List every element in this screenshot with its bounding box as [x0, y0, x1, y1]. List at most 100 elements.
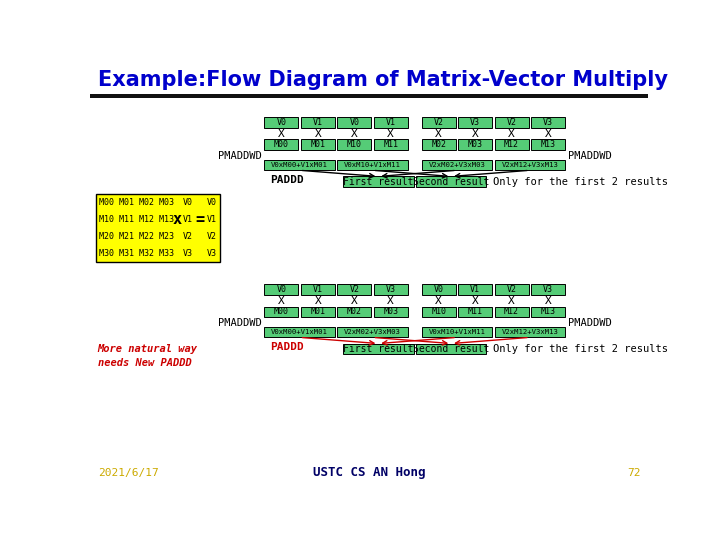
Bar: [422, 307, 456, 318]
Text: X: X: [472, 129, 479, 139]
Text: V0: V0: [433, 285, 444, 294]
Bar: [337, 284, 372, 295]
Text: V0: V0: [349, 118, 359, 127]
Text: V3: V3: [386, 285, 396, 294]
Bar: [264, 159, 335, 170]
Bar: [90, 94, 648, 98]
Bar: [264, 117, 299, 128]
Text: V1: V1: [470, 285, 480, 294]
Text: X: X: [436, 129, 442, 139]
Text: M13: M13: [541, 140, 556, 150]
Text: V0: V0: [207, 198, 217, 207]
Text: M20 M21 M22 M23: M20 M21 M22 M23: [99, 232, 174, 241]
Bar: [337, 117, 372, 128]
Text: X: X: [387, 129, 394, 139]
Text: X: X: [278, 129, 285, 139]
Text: X: X: [436, 296, 442, 306]
Text: PADDD: PADDD: [271, 176, 305, 185]
Text: V3: V3: [207, 249, 217, 258]
Text: USTC CS AN Hong: USTC CS AN Hong: [312, 467, 426, 480]
Bar: [531, 139, 565, 150]
Bar: [264, 327, 335, 338]
Text: V1: V1: [313, 285, 323, 294]
Text: 2021/6/17: 2021/6/17: [98, 468, 158, 478]
Bar: [301, 139, 335, 150]
Text: X: X: [508, 296, 515, 306]
Bar: [374, 117, 408, 128]
Bar: [422, 139, 456, 150]
Bar: [264, 307, 299, 318]
Text: M11: M11: [468, 307, 482, 316]
Text: More natural way
needs New PADDD: More natural way needs New PADDD: [98, 343, 198, 368]
Text: X: X: [315, 129, 321, 139]
Bar: [374, 284, 408, 295]
Text: Example:Flow Diagram of Matrix-Vector Multiply: Example:Flow Diagram of Matrix-Vector Mu…: [98, 70, 667, 90]
Text: V3: V3: [543, 118, 553, 127]
Bar: [458, 139, 492, 150]
Bar: [343, 343, 413, 354]
Text: X: X: [351, 129, 358, 139]
Text: V2xM12+V3xM13: V2xM12+V3xM13: [501, 329, 558, 335]
Text: M12: M12: [504, 307, 519, 316]
Text: V2xM02+V3xM03: V2xM02+V3xM03: [344, 329, 401, 335]
Bar: [301, 284, 335, 295]
Bar: [337, 139, 372, 150]
Bar: [531, 307, 565, 318]
Bar: [343, 177, 413, 187]
Text: V1: V1: [207, 215, 217, 224]
Text: V1: V1: [313, 118, 323, 127]
Text: X: X: [315, 296, 321, 306]
Text: X: X: [544, 129, 552, 139]
Text: X: X: [544, 296, 552, 306]
Bar: [495, 327, 565, 338]
Text: M11: M11: [383, 140, 398, 150]
Text: First result: First result: [343, 177, 413, 187]
Text: PMADDWD: PMADDWD: [568, 151, 612, 161]
Text: X: X: [387, 296, 394, 306]
Bar: [416, 177, 487, 187]
Text: V0xM10+V1xM11: V0xM10+V1xM11: [344, 162, 401, 168]
Text: M01: M01: [310, 307, 325, 316]
Text: M00 M01 M02 M03: M00 M01 M02 M03: [99, 198, 174, 207]
Text: V0: V0: [276, 118, 287, 127]
Text: PMADDWD: PMADDWD: [568, 318, 612, 328]
Text: X: X: [472, 296, 479, 306]
Text: M02: M02: [431, 140, 446, 150]
Text: V2: V2: [507, 118, 517, 127]
Text: =: =: [196, 212, 204, 227]
Bar: [422, 284, 456, 295]
Text: PMADDWD: PMADDWD: [217, 318, 261, 328]
Text: V0xM00+V1xM01: V0xM00+V1xM01: [271, 162, 328, 168]
Bar: [374, 139, 408, 150]
Text: 72: 72: [626, 468, 640, 478]
Bar: [422, 159, 492, 170]
Text: First result: First result: [343, 344, 413, 354]
Bar: [495, 284, 528, 295]
Bar: [264, 284, 299, 295]
Text: V3: V3: [470, 118, 480, 127]
Bar: [337, 327, 408, 338]
Bar: [495, 159, 565, 170]
Text: M03: M03: [383, 307, 398, 316]
Bar: [531, 117, 565, 128]
Bar: [422, 117, 456, 128]
Text: M02: M02: [347, 307, 361, 316]
Bar: [416, 343, 487, 354]
Bar: [531, 284, 565, 295]
Bar: [96, 194, 220, 262]
Text: M10: M10: [347, 140, 361, 150]
Bar: [301, 117, 335, 128]
Bar: [337, 159, 408, 170]
Text: V1: V1: [386, 118, 396, 127]
Bar: [458, 307, 492, 318]
Text: M12: M12: [504, 140, 519, 150]
Text: X: X: [278, 296, 285, 306]
Text: PADDD: PADDD: [271, 342, 305, 353]
Bar: [301, 307, 335, 318]
Text: V2: V2: [183, 232, 193, 241]
Bar: [264, 139, 299, 150]
Text: Second result: Second result: [413, 344, 490, 354]
Text: V0: V0: [276, 285, 287, 294]
Text: X: X: [351, 296, 358, 306]
Bar: [458, 117, 492, 128]
